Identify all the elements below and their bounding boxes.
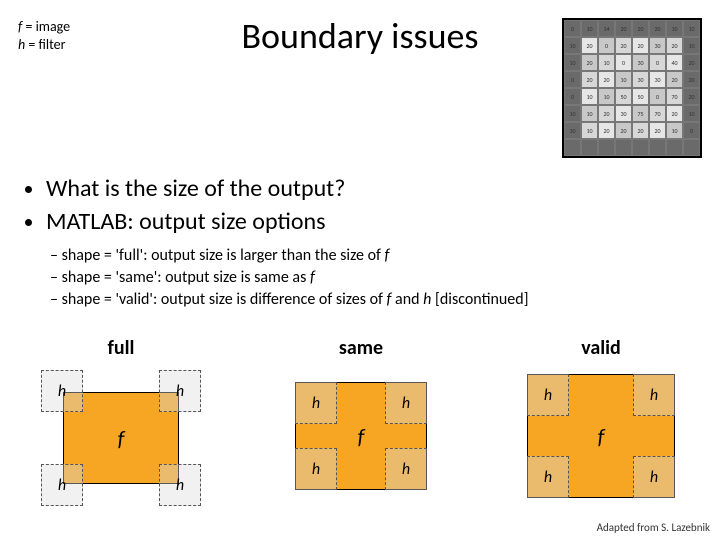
sub-3: shape = 'valid': output size is differen… xyxy=(50,290,529,309)
image-grid: 0101420202010101020020203020101020100300… xyxy=(562,18,702,158)
h-box: h xyxy=(633,456,675,498)
h-box: h xyxy=(295,448,337,490)
h-box: h xyxy=(295,382,337,424)
bullet-1: What is the size of the output? xyxy=(46,174,345,203)
sub-bullets: shape = 'full': output size is larger th… xyxy=(50,246,529,312)
panel-same: same fhhhh xyxy=(246,336,476,504)
diagrams-row: full fhhhh same fhhhh valid fhhhh xyxy=(0,336,720,526)
credit: Adapted from S. Lazebnik xyxy=(597,521,710,534)
h-box: h xyxy=(527,456,569,498)
label-full: full xyxy=(6,336,236,360)
panel-full: full fhhhh xyxy=(6,336,236,504)
h-box: h xyxy=(41,370,83,412)
h-box: h xyxy=(385,382,427,424)
bullet-2: MATLAB: output size options xyxy=(46,207,345,236)
h-box: h xyxy=(41,464,83,506)
h-box: h xyxy=(159,370,201,412)
label-same: same xyxy=(246,336,476,360)
main-bullets: What is the size of the output? MATLAB: … xyxy=(28,174,345,240)
h-box: h xyxy=(159,464,201,506)
h-box: h xyxy=(633,374,675,416)
sub-2: shape = 'same': output size is same as f xyxy=(50,268,529,287)
h-box: h xyxy=(385,448,427,490)
sub-1: shape = 'full': output size is larger th… xyxy=(50,246,529,265)
label-valid: valid xyxy=(486,336,716,360)
panel-valid: valid fhhhh xyxy=(486,336,716,504)
h-box: h xyxy=(527,374,569,416)
